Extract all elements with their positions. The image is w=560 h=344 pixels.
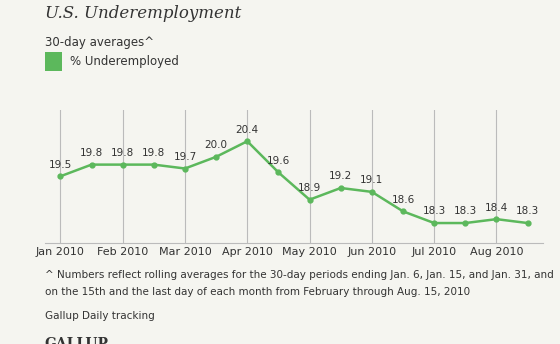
Text: U.S. Underemployment: U.S. Underemployment — [45, 5, 241, 22]
Text: 18.9: 18.9 — [298, 183, 321, 193]
Text: 19.6: 19.6 — [267, 156, 290, 166]
Text: 19.5: 19.5 — [49, 160, 72, 170]
Text: 19.8: 19.8 — [142, 148, 165, 158]
Text: 18.6: 18.6 — [391, 195, 414, 205]
Text: 19.8: 19.8 — [80, 148, 103, 158]
Text: % Underemployed: % Underemployed — [70, 55, 179, 67]
Text: 18.4: 18.4 — [485, 203, 508, 213]
Text: 19.1: 19.1 — [360, 175, 384, 185]
Text: Gallup Daily tracking: Gallup Daily tracking — [45, 311, 155, 321]
Text: 19.8: 19.8 — [111, 148, 134, 158]
Text: 20.0: 20.0 — [204, 140, 227, 150]
Text: 30-day averages^: 30-day averages^ — [45, 36, 154, 49]
Text: 19.2: 19.2 — [329, 171, 352, 181]
Text: GALLUP: GALLUP — [45, 337, 109, 344]
Text: ^ Numbers reflect rolling averages for the 30-day periods ending Jan. 6, Jan. 15: ^ Numbers reflect rolling averages for t… — [45, 270, 553, 280]
Text: 18.3: 18.3 — [423, 206, 446, 216]
Text: 19.7: 19.7 — [174, 152, 197, 162]
Text: 18.3: 18.3 — [454, 206, 477, 216]
Text: on the 15th and the last day of each month from February through Aug. 15, 2010: on the 15th and the last day of each mon… — [45, 287, 470, 297]
Text: 20.4: 20.4 — [236, 125, 259, 135]
Text: 18.3: 18.3 — [516, 206, 539, 216]
